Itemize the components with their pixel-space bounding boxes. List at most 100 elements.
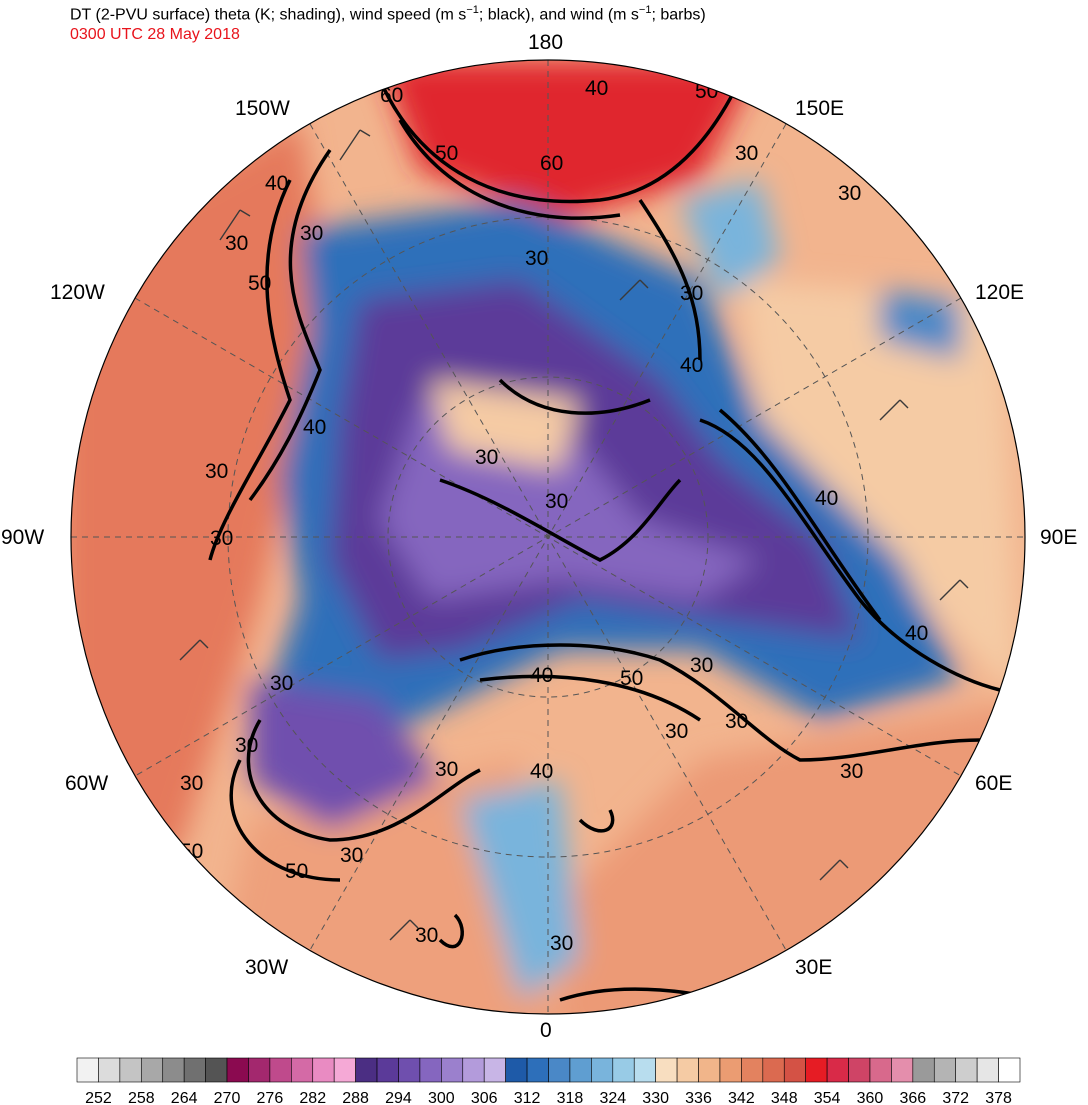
colorbar-swatch bbox=[869, 1057, 892, 1083]
colorbar-tick-label: 306 bbox=[471, 1090, 498, 1105]
colorbar-tick-label: 360 bbox=[857, 1090, 884, 1105]
contour-label: 30 bbox=[300, 222, 323, 245]
colorbar-tick-label: 252 bbox=[85, 1090, 112, 1105]
colorbar-tick-label: 354 bbox=[814, 1090, 841, 1105]
contour-label: 60 bbox=[380, 84, 403, 107]
colorbar-swatch bbox=[655, 1057, 678, 1083]
colorbar-swatch bbox=[955, 1057, 978, 1083]
colorbar-tick-label: 330 bbox=[642, 1090, 669, 1105]
valid-time: 0300 UTC 28 May 2018 bbox=[70, 26, 240, 43]
contour-label: 30 bbox=[475, 446, 498, 469]
colorbar-swatch bbox=[376, 1057, 399, 1083]
contour-label: 30 bbox=[690, 654, 713, 677]
lon-label-0: 0 bbox=[540, 1019, 552, 1042]
contour-label: 40 bbox=[303, 416, 326, 439]
colorbar-swatch bbox=[119, 1057, 142, 1083]
lon-label-90e: 90E bbox=[1040, 526, 1078, 549]
lon-label-120e: 120E bbox=[975, 281, 1025, 304]
contour-label: 30 bbox=[205, 460, 228, 483]
colorbar-swatch bbox=[419, 1057, 442, 1083]
contour-label: 30 bbox=[340, 844, 363, 867]
colorbar-tick-label: 300 bbox=[428, 1090, 455, 1105]
colorbar-swatch bbox=[976, 1057, 999, 1083]
colorbar-swatch bbox=[269, 1057, 292, 1083]
contour-label: 30 bbox=[415, 924, 438, 947]
contour-label: 30 bbox=[735, 142, 758, 165]
colorbar-swatch bbox=[676, 1057, 699, 1083]
colorbar-swatch bbox=[355, 1057, 378, 1083]
colorbar-swatch bbox=[505, 1057, 528, 1083]
colorbar-tick-label: 324 bbox=[599, 1090, 626, 1105]
contour-label: 50 bbox=[435, 142, 458, 165]
colorbar-swatch bbox=[162, 1057, 185, 1083]
contour-label: 50 bbox=[620, 667, 643, 690]
colorbar-swatch bbox=[633, 1057, 656, 1083]
colorbar-swatch bbox=[826, 1057, 849, 1083]
colorbar-swatch bbox=[333, 1057, 356, 1083]
contour-label: 40 bbox=[265, 172, 288, 195]
colorbar-swatch bbox=[398, 1057, 421, 1083]
lon-label-60w: 60W bbox=[65, 772, 109, 795]
contour-label: 40 bbox=[530, 664, 553, 687]
contour-label: 50 bbox=[180, 840, 203, 863]
contour-label: 30 bbox=[235, 734, 258, 757]
colorbar-swatch bbox=[526, 1057, 549, 1083]
colorbar-tick-label: 294 bbox=[385, 1090, 412, 1105]
contour-label: 30 bbox=[680, 282, 703, 305]
colorbar-tick-label: 336 bbox=[685, 1090, 712, 1105]
contour-label: 40 bbox=[815, 487, 838, 510]
colorbar-swatch bbox=[912, 1057, 935, 1083]
lon-label-120w: 120W bbox=[50, 281, 105, 304]
contour-label: 40 bbox=[680, 354, 703, 377]
lon-label-180: 180 bbox=[528, 31, 564, 54]
colorbar-swatch bbox=[698, 1057, 721, 1083]
colorbar-swatch bbox=[805, 1057, 828, 1083]
lon-label-60e: 60E bbox=[975, 772, 1013, 795]
colorbar-swatch bbox=[312, 1057, 335, 1083]
colorbar-labels: 252 258 264 270 276 282 288 294 300 306 312 318 324 3… bbox=[85, 1090, 1012, 1105]
colorbar-swatch bbox=[569, 1057, 592, 1083]
lon-label-30e: 30E bbox=[795, 956, 833, 979]
colorbar-swatch bbox=[719, 1057, 742, 1083]
contour-label: 60 bbox=[540, 152, 563, 175]
lon-label-150e: 150E bbox=[795, 97, 845, 120]
colorbar-swatch bbox=[248, 1057, 271, 1083]
colorbar-tick-label: 264 bbox=[171, 1090, 198, 1105]
contour-label: 40 bbox=[905, 622, 928, 645]
contour-label: 30 bbox=[725, 710, 748, 733]
colorbar-swatch bbox=[548, 1057, 571, 1083]
colorbar-swatch bbox=[226, 1057, 249, 1083]
colorbar-tick-label: 342 bbox=[728, 1090, 755, 1105]
figure-title: DT (2-PVU surface) theta (K; shading), w… bbox=[70, 4, 706, 24]
colorbar-tick-label: 348 bbox=[771, 1090, 798, 1105]
colorbar-swatch bbox=[141, 1057, 164, 1083]
contour-label: 50 bbox=[695, 80, 718, 103]
wind-speed-contours bbox=[208, 79, 1001, 1012]
contour-label: 30 bbox=[545, 490, 568, 513]
colorbar-swatch bbox=[762, 1057, 785, 1083]
colorbar-swatch bbox=[783, 1057, 806, 1083]
colorbar-swatch bbox=[741, 1057, 764, 1083]
lon-label-90w: 90W bbox=[1, 526, 45, 549]
lon-label-30w: 30W bbox=[245, 956, 289, 979]
map-boundary bbox=[70, 59, 1026, 1015]
colorbar-swatch bbox=[591, 1057, 614, 1083]
colorbar-swatch bbox=[933, 1057, 957, 1083]
colorbar-swatch bbox=[462, 1057, 485, 1083]
contour-label: 40 bbox=[585, 77, 608, 100]
colorbar-swatch bbox=[76, 1057, 99, 1083]
lon-label-150w: 150W bbox=[235, 97, 290, 120]
colorbar-tick-label: 258 bbox=[128, 1090, 155, 1105]
colorbar-swatch bbox=[998, 1057, 1021, 1083]
colorbar-tick-label: 366 bbox=[899, 1090, 926, 1105]
colorbar: 252 258 264 270 276 282 288 294 300 306 312 318 324 3… bbox=[76, 1057, 1021, 1105]
colorbar-swatch bbox=[205, 1057, 228, 1083]
contour-label: 30 bbox=[665, 720, 688, 743]
contour-label: 30 bbox=[180, 772, 203, 795]
colorbar-tick-label: 276 bbox=[257, 1090, 284, 1105]
colorbar-swatch bbox=[848, 1057, 871, 1083]
contour-label: 30 bbox=[270, 672, 293, 695]
colorbar-tick-label: 318 bbox=[557, 1090, 584, 1105]
